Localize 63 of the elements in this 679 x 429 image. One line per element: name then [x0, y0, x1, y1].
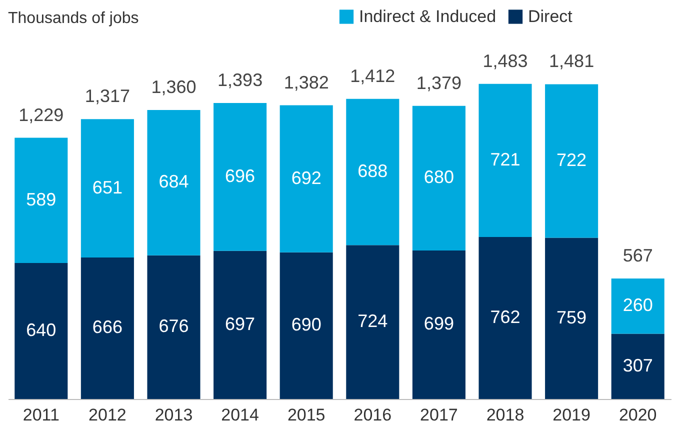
data-label: 721: [490, 149, 520, 170]
legend-label: Direct: [528, 6, 573, 26]
data-label: 676: [158, 316, 189, 336]
x-tick-label: 2011: [22, 406, 60, 424]
x-tick-label: 2017: [420, 406, 458, 424]
x-tick-label: 2016: [354, 406, 392, 424]
bar: [545, 84, 598, 238]
x-tick-label: 2018: [486, 406, 524, 424]
data-label: 307: [622, 355, 653, 376]
legend-label: Indirect & Induced: [359, 6, 496, 26]
data-label: 684: [158, 172, 189, 192]
bar: [147, 110, 200, 256]
x-tick-label: 2015: [287, 406, 326, 424]
data-label: 724: [358, 311, 388, 332]
total-label: 567: [622, 245, 653, 266]
total-label: 1,483: [482, 50, 528, 71]
total-label: 1,412: [350, 66, 396, 86]
total-label: 1,229: [18, 104, 64, 125]
data-label: 759: [556, 307, 587, 328]
total-label: 1,317: [84, 86, 130, 106]
bar: [346, 245, 400, 399]
bar: [14, 138, 68, 263]
x-tick-label: 2013: [154, 406, 193, 424]
data-label: 762: [490, 307, 520, 328]
data-label: 696: [225, 166, 256, 186]
total-label: 1,379: [416, 72, 462, 93]
bar: [611, 334, 664, 399]
data-label: 692: [291, 168, 322, 188]
data-label: 722: [556, 150, 587, 170]
bar: [478, 84, 532, 238]
bar: [611, 278, 664, 334]
bar: [412, 106, 466, 250]
x-tick-label: 2014: [221, 406, 259, 424]
bar: [346, 98, 400, 246]
data-label: 640: [26, 320, 56, 340]
data-label: 688: [358, 161, 388, 182]
total-label: 1,481: [549, 51, 594, 72]
bar: [280, 252, 333, 399]
total-label: 1,360: [151, 76, 196, 97]
total-label: 1,393: [218, 70, 263, 90]
data-label: 589: [26, 189, 56, 210]
total-label: 1,382: [284, 72, 329, 92]
bar: [80, 119, 134, 258]
bar: [478, 237, 532, 399]
data-label: 699: [424, 314, 454, 334]
x-tick-label: 2020: [618, 406, 657, 424]
bar: [14, 262, 68, 399]
data-label: 666: [92, 317, 122, 338]
data-label: 651: [92, 177, 122, 198]
bar: [147, 255, 200, 399]
bar: [214, 250, 267, 399]
data-label: 680: [424, 167, 454, 188]
bar: [412, 250, 466, 399]
data-label: 690: [291, 314, 322, 335]
bar: [545, 238, 598, 399]
bar: [214, 102, 267, 251]
bar: [80, 257, 134, 399]
x-tick-label: 2019: [552, 406, 590, 424]
x-tick-label: 2012: [88, 406, 126, 424]
data-label: 697: [225, 314, 256, 334]
y-axis-title: Thousands of jobs: [8, 10, 139, 27]
bar: [280, 105, 333, 252]
data-label: 260: [622, 295, 653, 316]
